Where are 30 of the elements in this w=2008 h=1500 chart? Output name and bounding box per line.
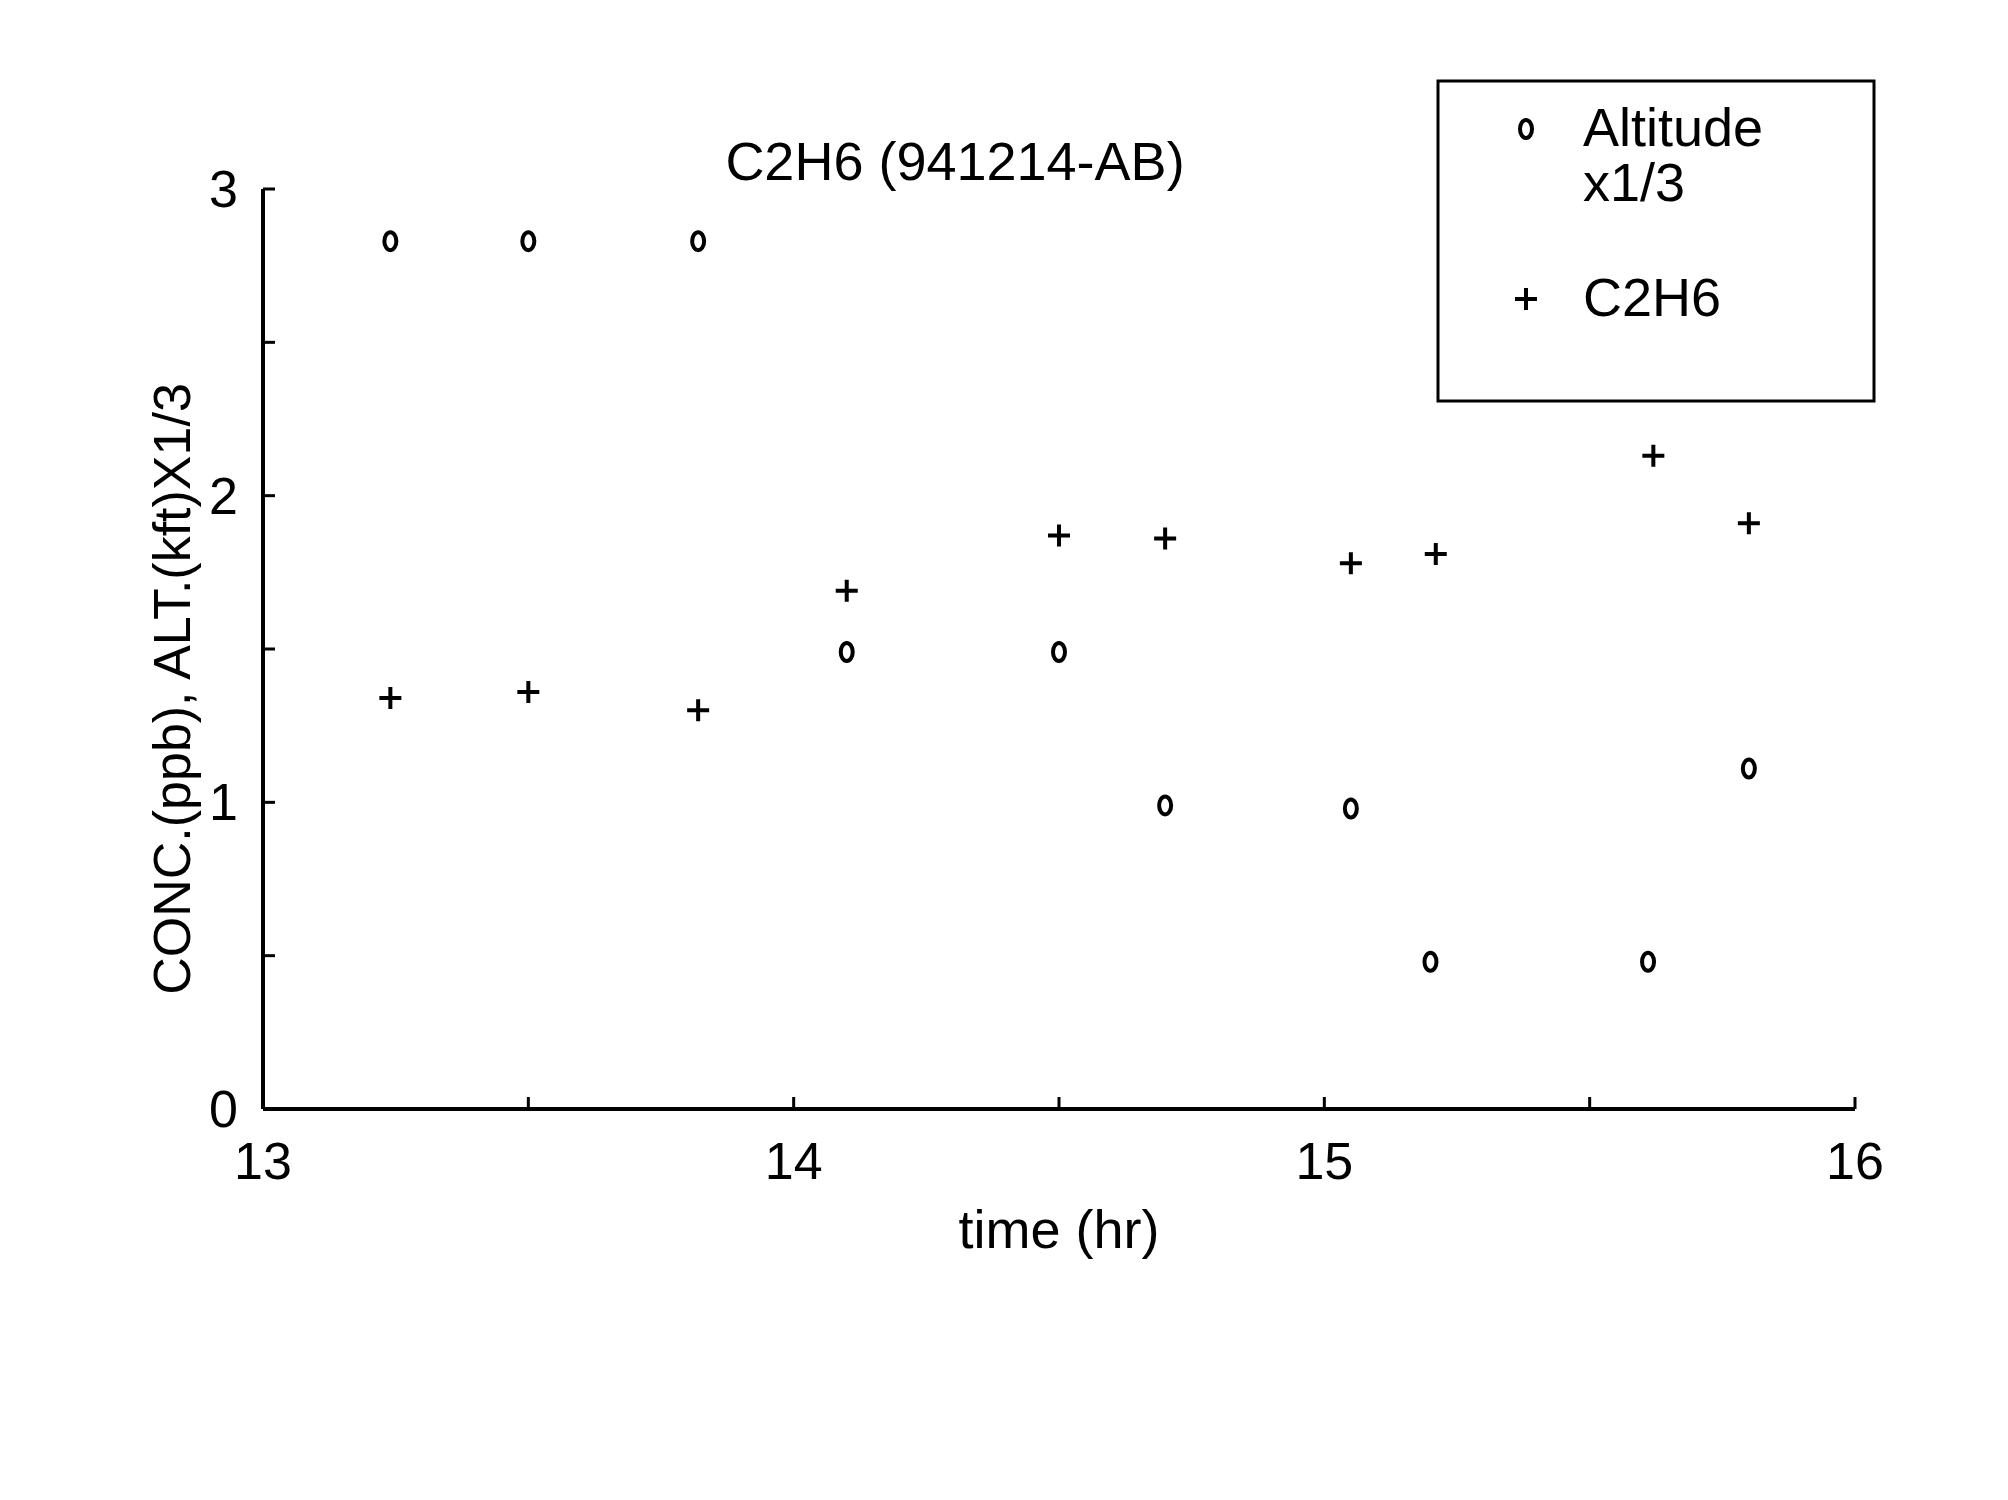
point — [1640, 950, 1657, 973]
point — [1154, 527, 1177, 550]
y-tick-label: 3 — [209, 160, 238, 218]
point — [1642, 444, 1665, 467]
point — [1740, 757, 1757, 780]
legend-label: C2H6 — [1583, 267, 1722, 327]
x-tick-label: 14 — [764, 1132, 823, 1190]
point — [1737, 512, 1760, 535]
point — [690, 230, 707, 253]
x-axis-title: time (hr) — [958, 1199, 1160, 1259]
legend-label: Altitude x1/3 — [1583, 97, 1764, 212]
point — [1157, 794, 1174, 817]
point — [517, 680, 540, 703]
chart-title: C2H6 (941214-AB) — [725, 131, 1185, 191]
point — [382, 230, 399, 253]
x-tick-label: 16 — [1826, 1132, 1884, 1190]
y-tick-label: 2 — [209, 466, 238, 525]
x-tick-label: 15 — [1295, 1132, 1354, 1190]
point — [1424, 542, 1447, 565]
y-tick-label: 1 — [209, 773, 238, 832]
point — [838, 641, 855, 664]
point — [1422, 950, 1439, 973]
point — [1339, 552, 1362, 575]
y-axis-title: CONC.(ppb), ALT.(kft)X1/3 — [143, 383, 201, 995]
point — [520, 230, 537, 253]
point — [835, 579, 858, 602]
point — [379, 687, 402, 710]
point — [687, 699, 710, 722]
point — [1342, 797, 1359, 820]
point — [1048, 524, 1070, 547]
